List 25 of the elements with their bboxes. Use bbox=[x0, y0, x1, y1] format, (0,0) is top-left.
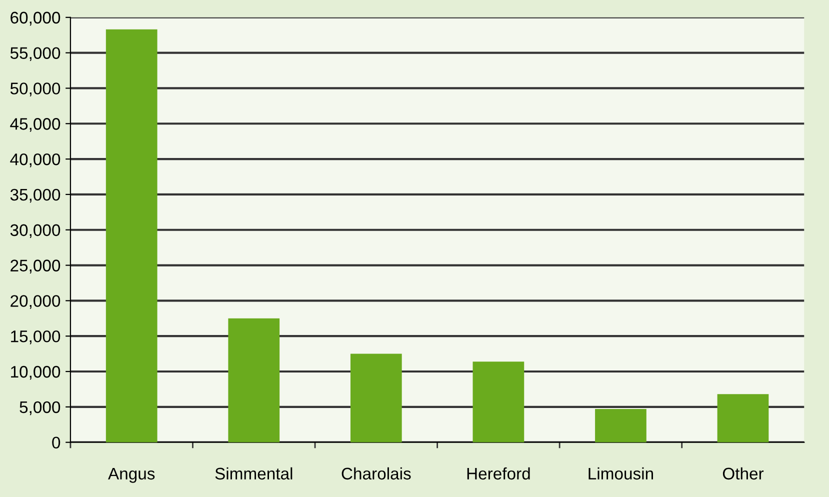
y-tick-label: 50,000 bbox=[10, 82, 60, 96]
x-tick-label: Simmental bbox=[215, 467, 292, 480]
bar bbox=[228, 318, 280, 442]
y-tick-label: 45,000 bbox=[10, 118, 60, 132]
y-tick-label: 30,000 bbox=[10, 224, 60, 238]
y-tick-label: 15,000 bbox=[11, 330, 60, 344]
y-tick-label: 60,000 bbox=[10, 12, 60, 26]
bar bbox=[717, 394, 769, 442]
x-tick-label: Angus bbox=[108, 468, 155, 483]
bar bbox=[106, 29, 158, 442]
bar bbox=[350, 354, 402, 442]
y-tick-label: 20,000 bbox=[10, 295, 60, 309]
x-tick-label: Limousin bbox=[588, 467, 653, 480]
y-tick-label: 10,000 bbox=[11, 366, 60, 380]
y-tick-label: 5,000 bbox=[20, 401, 60, 416]
y-tick-label: 35,000 bbox=[10, 188, 60, 203]
y-tick-label: 55,000 bbox=[10, 47, 60, 61]
x-tick-label: Charolais bbox=[342, 467, 411, 480]
bar bbox=[595, 409, 646, 442]
y-tick-label: 40,000 bbox=[10, 153, 60, 168]
bar bbox=[472, 362, 524, 442]
y-tick-label: 0 bbox=[52, 436, 60, 449]
y-tick-label: 25,000 bbox=[10, 260, 60, 274]
x-tick-label: Hereford bbox=[467, 467, 530, 480]
x-tick-label: Other bbox=[722, 467, 764, 480]
